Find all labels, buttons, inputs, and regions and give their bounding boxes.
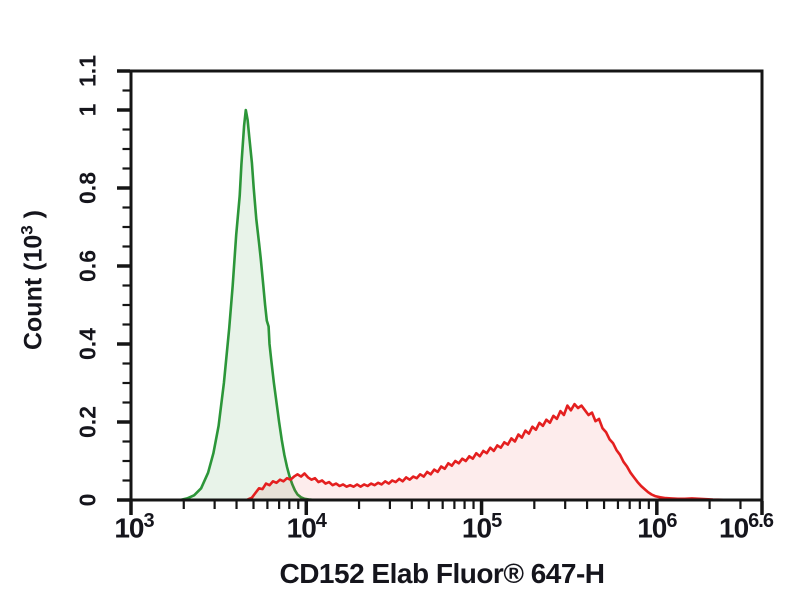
series-green-curve <box>178 108 317 502</box>
series-red-curve <box>245 402 737 502</box>
plot-border <box>129 69 764 502</box>
series-red-area <box>246 404 736 500</box>
series-green-area <box>180 110 315 500</box>
